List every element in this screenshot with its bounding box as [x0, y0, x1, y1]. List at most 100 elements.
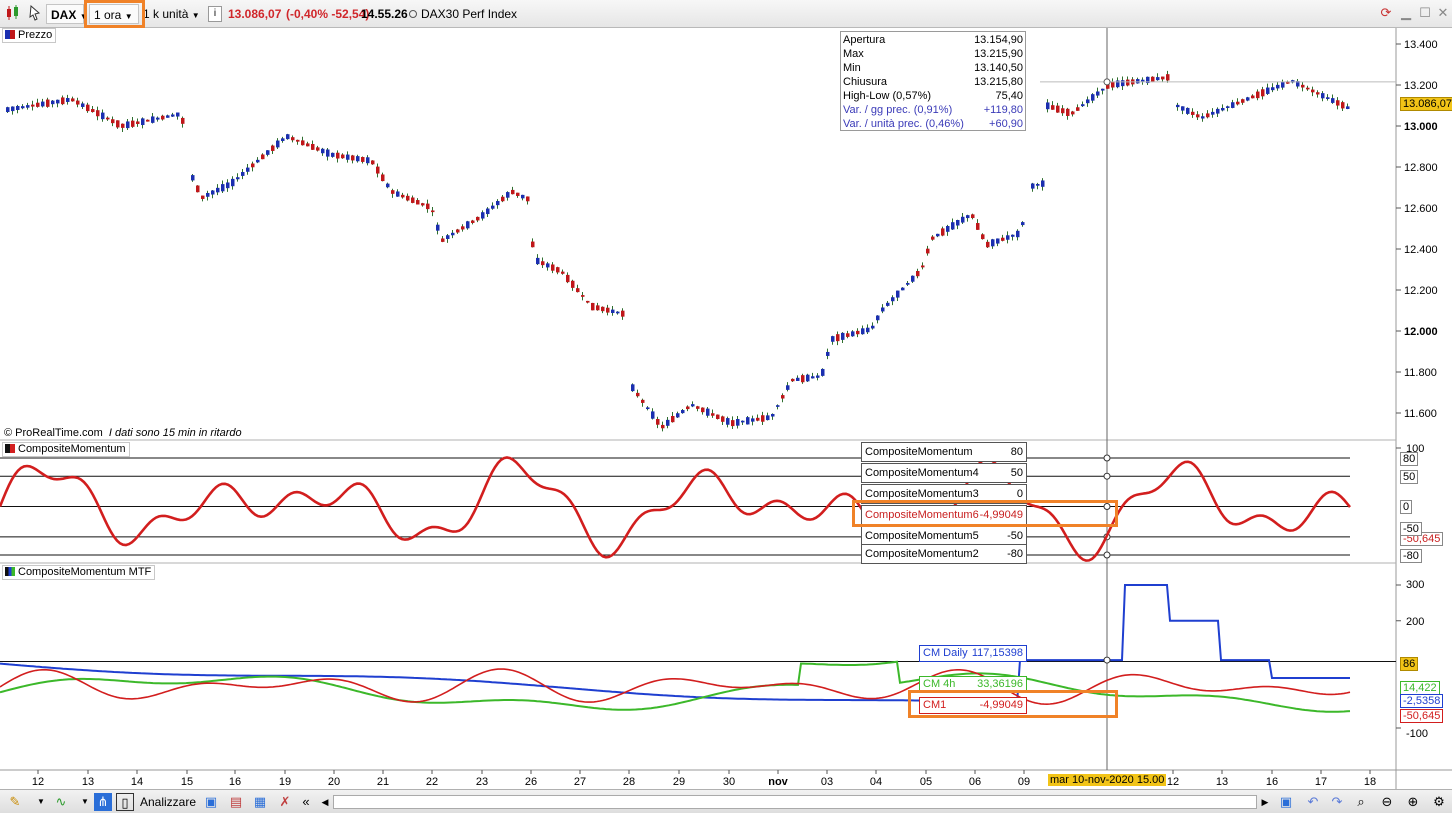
candle-bull	[206, 192, 210, 197]
scroll-left-icon[interactable]: ◀	[321, 797, 329, 807]
close-icon[interactable]: ✕	[1437, 5, 1449, 20]
price-panel-label[interactable]: Prezzo	[2, 28, 57, 43]
list-icon[interactable]: ▤	[229, 794, 243, 809]
cm-tick-80: 80	[1400, 452, 1419, 466]
candle-bull	[101, 112, 105, 120]
maximize-icon[interactable]: ☐	[1419, 5, 1431, 20]
redo-icon[interactable]: ↷	[1331, 794, 1343, 809]
mtf-green-label: 14,422	[1400, 681, 1440, 695]
timeframe-selector[interactable]: 1 ora ▼	[89, 4, 139, 24]
candle-bear	[576, 288, 580, 293]
undo-icon[interactable]: ↶	[1307, 794, 1319, 809]
candle-bull	[1321, 93, 1325, 99]
zoom-fit-icon[interactable]: ⌕	[1357, 794, 1365, 809]
candle-bear	[316, 147, 320, 151]
candle-bear	[1071, 111, 1075, 115]
candle-bear	[921, 265, 925, 268]
cm-panel-label[interactable]: CompositeMomentum	[2, 442, 130, 457]
candle-bull	[1016, 230, 1020, 238]
candle-bear	[1236, 101, 1240, 105]
candle-bear	[391, 190, 395, 194]
candle-bear	[36, 102, 40, 107]
x-tick-label: 28	[623, 776, 635, 788]
scroll-right-icon[interactable]: ▶	[1261, 797, 1269, 807]
mtf-4h-line	[0, 660, 1351, 713]
candle-bear	[671, 416, 675, 423]
candle-bull	[936, 233, 940, 237]
candle-bear	[596, 305, 600, 311]
candle-bear	[161, 115, 165, 120]
candle-bull	[796, 377, 800, 381]
crosshair-icon[interactable]	[27, 4, 43, 24]
candle-bear	[971, 214, 975, 219]
candle-bear	[756, 417, 760, 421]
symbol-label: DAX	[51, 8, 77, 22]
candle-bear	[251, 163, 255, 168]
candle-bear	[721, 416, 725, 422]
screenshot-icon[interactable]: ▣	[1279, 794, 1293, 809]
layout-icon[interactable]: ▯	[116, 793, 134, 811]
screen-icon[interactable]: ▣	[204, 794, 218, 809]
cm-level-marker	[1103, 472, 1111, 480]
candle-bear	[76, 100, 80, 105]
zoom-out-icon[interactable]: ⊖	[1381, 794, 1393, 809]
candle-bear	[341, 154, 345, 159]
candle-bull	[276, 140, 280, 148]
x-tick-label: 12	[32, 776, 44, 788]
alert-icon[interactable]: ✗	[279, 794, 291, 809]
candle-bear	[926, 248, 930, 254]
windows-icon[interactable]: ▦	[253, 794, 267, 809]
units-selector[interactable]: 1 k unità ▼	[143, 4, 200, 24]
candle-bear	[471, 220, 475, 223]
candle-bull	[1186, 107, 1190, 114]
candle-bull	[766, 415, 770, 421]
candle-bull	[216, 187, 220, 193]
symbol-selector[interactable]: DAX ▼	[46, 4, 88, 24]
instrument-name: DAX30 Perf Index	[421, 7, 518, 21]
candle-bull	[496, 201, 500, 206]
chevron-down-icon[interactable]: ▼	[81, 797, 89, 806]
zoom-in-icon[interactable]: ⊕	[1407, 794, 1419, 809]
candle-bull	[1291, 80, 1295, 83]
candle-bull	[906, 282, 910, 285]
pencil-icon[interactable]: ✎	[9, 794, 21, 809]
candle-bull	[741, 420, 745, 423]
candle-bear	[1316, 92, 1320, 95]
chart-area[interactable]: 13.400 13.200 13.000 12.800 12.600 12.400 12.2…	[0, 28, 1452, 789]
status-circle-icon	[408, 4, 418, 24]
candle-bull	[691, 404, 695, 407]
refresh-icon[interactable]: ⟳	[1380, 5, 1392, 20]
minimize-icon[interactable]: ▁	[1401, 5, 1411, 20]
share-icon[interactable]: ⋔	[94, 793, 112, 811]
candle-bear	[296, 139, 300, 142]
analyze-button[interactable]: Analizzare	[140, 795, 197, 809]
indicator-icon[interactable]: ∿	[55, 794, 67, 809]
x-tick-label: 16	[229, 776, 241, 788]
candle-bull	[81, 103, 85, 107]
scroll-left-double-icon[interactable]: «	[302, 794, 310, 809]
x-tick-label: nov	[768, 776, 788, 788]
horizontal-scrollbar[interactable]	[333, 795, 1257, 809]
price-tick-label: 12.800	[1404, 162, 1438, 174]
candle-bull	[961, 216, 965, 223]
candle-bull	[246, 167, 250, 172]
candle-bear	[136, 121, 140, 124]
quote-time: 14.55.26	[361, 7, 408, 21]
x-tick-label: 29	[673, 776, 685, 788]
candlestick-icon[interactable]	[4, 4, 22, 24]
candle-bull	[1246, 97, 1250, 101]
x-tick-label: 06	[969, 776, 981, 788]
candle-bear	[781, 395, 785, 399]
candle-bull	[1176, 104, 1180, 108]
candle-bear	[196, 185, 200, 193]
chevron-down-icon[interactable]: ▼	[37, 797, 45, 806]
info-icon[interactable]: i	[208, 6, 222, 22]
mtf-crosshair-marker	[1103, 656, 1111, 664]
mtf-panel-label[interactable]: CompositeMomentum MTF	[2, 565, 156, 580]
crosshair-date-label: mar 10-nov-2020 15.00	[1048, 774, 1167, 786]
settings-icon[interactable]: ⚙	[1433, 794, 1445, 809]
candle-bull	[1266, 87, 1270, 94]
candle-bear	[1341, 102, 1345, 109]
ohlc-close: Chiusura 13.215,80	[843, 76, 1023, 88]
ohlc-open: Apertura 13.154,90	[843, 34, 1023, 46]
